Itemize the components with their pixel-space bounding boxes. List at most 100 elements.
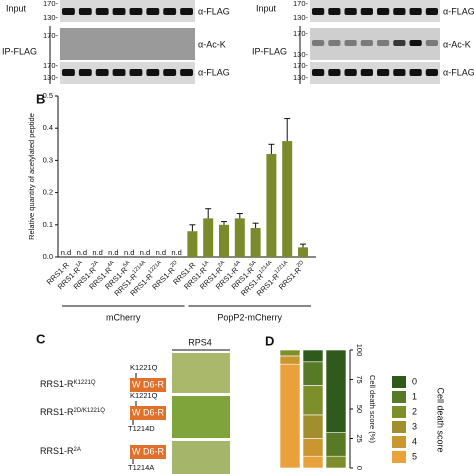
marker-label: 130- (293, 50, 309, 59)
bar (282, 141, 293, 257)
stack-segment (325, 349, 347, 433)
stack-segment (279, 349, 301, 357)
stack-segment (302, 361, 324, 386)
group-label: PopP2-mCherry (217, 312, 282, 322)
blot-band (344, 8, 357, 15)
blot-band (129, 8, 143, 15)
antibody-label: α-FLAG (198, 6, 230, 16)
panel-label: B (36, 91, 45, 106)
site-label: T1214A (128, 463, 154, 472)
blot-band (112, 8, 126, 15)
site-label: T1214D (128, 424, 155, 433)
blot-band (312, 40, 325, 46)
y-tick-label: 0.5 (43, 91, 53, 100)
legend-label: 1 (412, 391, 417, 401)
category-superscript: 5A (123, 260, 132, 269)
blot-band (409, 8, 422, 15)
domain-box (130, 378, 166, 392)
y-tick-label: 100 (355, 344, 364, 357)
blot-band (360, 8, 373, 15)
legend-swatch (392, 391, 406, 403)
blot-band (146, 8, 160, 15)
leaf-image (172, 353, 230, 393)
blot-band (344, 40, 357, 46)
domain-label: W D6-R (132, 379, 164, 389)
marker-label: 130- (293, 73, 309, 82)
stack-segment (279, 363, 301, 469)
value-label: n.d (171, 248, 181, 257)
panel-label: C (36, 331, 46, 346)
antibody-label: α-Ac-K (443, 39, 471, 49)
marker-label: 170- (43, 0, 59, 8)
marker-label: 170- (43, 61, 59, 70)
blot-band (344, 69, 357, 76)
construct-base: RRS1-R (40, 446, 74, 456)
blot-label: IP-FLAG (2, 46, 37, 56)
legend-swatch (392, 436, 406, 448)
blot-band (62, 69, 75, 76)
marker-label: 170- (293, 61, 309, 70)
blot-band (425, 8, 438, 15)
construct-name: RRS1-R2A (40, 446, 81, 456)
stack-segment (302, 455, 324, 469)
blot-label: Input (256, 3, 277, 13)
blot-strip (310, 62, 440, 84)
legend-swatch (392, 406, 406, 418)
legend-label: 2 (412, 406, 417, 416)
antibody-label: α-FLAG (443, 6, 474, 16)
construct-superscript: K1221Q (74, 380, 96, 386)
y-tick-label: 0.1 (43, 220, 53, 229)
blot-band (95, 8, 109, 15)
blot-band (78, 69, 92, 76)
category-superscript: 4A (233, 260, 242, 269)
category-superscript: 2A (91, 260, 100, 269)
site-label: K1221Q (130, 363, 158, 372)
leaf-image (172, 441, 230, 474)
blot-band (409, 40, 422, 46)
blot-label: Input (6, 3, 27, 13)
bar (234, 218, 245, 257)
blot-band (112, 69, 126, 76)
blot-band (377, 40, 390, 46)
blot-band (312, 8, 325, 15)
site-label: K1221Q (130, 391, 158, 400)
blot-band (312, 69, 325, 76)
blot-band (377, 69, 390, 76)
blot-band (425, 40, 438, 46)
marker-label: 170- (293, 29, 309, 38)
y-tick-label: 0 (355, 466, 364, 470)
y-axis-label: Relative quantity of acetylated peptide (27, 113, 36, 240)
y-tick-label: 0.3 (43, 155, 53, 164)
stack-segment (325, 455, 347, 469)
legend-swatch (392, 451, 406, 463)
y-tick-label: 50 (355, 405, 364, 413)
value-label: n.d (156, 248, 166, 257)
blot-band (328, 69, 341, 76)
column-header: RPS4 (188, 337, 212, 347)
category-superscript: 1A (202, 260, 211, 269)
legend-label: 0 (412, 376, 417, 386)
y-axis-label: Cell death score (%) (368, 375, 377, 443)
y-tick-label: 0.0 (43, 252, 53, 261)
panel-label: D (265, 333, 274, 348)
blot-band (393, 69, 406, 76)
stack-segment (302, 438, 324, 457)
domain-label: W D6-R (132, 446, 164, 456)
value-label: n.d (108, 248, 118, 257)
construct-superscript: 2A (74, 447, 81, 453)
blot-band (360, 69, 373, 76)
blot-band (62, 8, 75, 15)
stack-segment (302, 349, 324, 363)
blot-band (377, 8, 390, 15)
blot-band (328, 40, 341, 46)
blot-strip (60, 62, 195, 84)
value-label: n.d (92, 248, 102, 257)
blot-band (78, 8, 92, 15)
marker-label: 130- (43, 13, 59, 22)
domain-box (130, 406, 166, 420)
marker-label: 130- (293, 13, 309, 22)
y-tick-label: 75 (355, 375, 364, 383)
legend-label: 4 (412, 436, 417, 446)
construct-superscript: 2D/K1221Q (74, 408, 106, 414)
blot-band (393, 8, 406, 15)
